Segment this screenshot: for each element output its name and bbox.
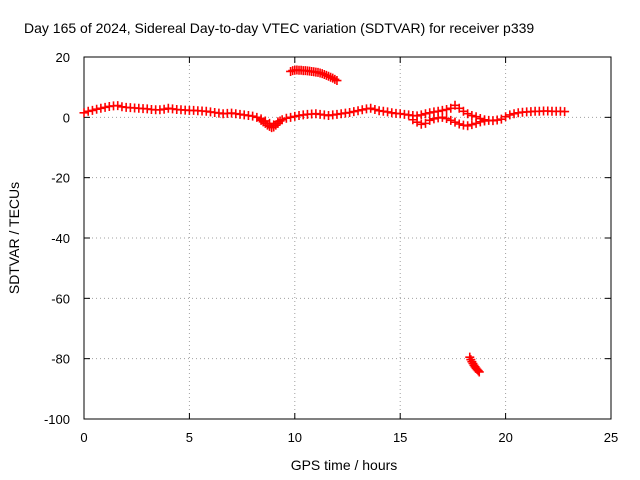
data-point	[450, 117, 460, 127]
data-point	[87, 105, 97, 115]
data-point	[442, 114, 452, 124]
data-point	[463, 109, 473, 119]
data-point	[330, 74, 340, 84]
data-point	[480, 116, 490, 126]
x-tick-label: 20	[498, 430, 512, 445]
data-point	[509, 109, 519, 119]
data-point	[345, 108, 355, 118]
x-tick-label: 10	[288, 430, 302, 445]
data-point	[290, 111, 300, 121]
data-point	[471, 118, 481, 128]
data-point	[326, 72, 336, 82]
data-point	[416, 110, 426, 120]
axis-ticks	[83, 56, 612, 420]
data-point	[92, 104, 102, 114]
data-point	[271, 120, 281, 130]
data-point	[412, 117, 422, 127]
chart-title: Day 165 of 2024, Sidereal Day-to-day VTE…	[24, 20, 534, 36]
data-point	[475, 117, 485, 127]
data-point	[321, 70, 331, 80]
data-point	[317, 69, 327, 79]
data-point	[357, 105, 367, 115]
x-axis-label: GPS time / hours	[291, 457, 398, 473]
data-point	[492, 115, 502, 125]
data-point	[474, 367, 484, 377]
data-point	[463, 121, 473, 131]
y-tick-label: -20	[51, 171, 70, 186]
data-point	[332, 76, 342, 86]
data-point	[425, 108, 435, 118]
data-point	[383, 107, 393, 117]
data-point	[501, 112, 511, 122]
y-tick-label: 20	[56, 50, 70, 65]
x-tick-labels: 0 5 10 15 20 25	[80, 430, 618, 445]
data-point	[281, 113, 291, 123]
y-tick-label: -40	[51, 231, 70, 246]
y-axis-label: SDTVAR / TECUs	[6, 182, 22, 294]
data-point	[420, 109, 430, 119]
data-point	[473, 366, 483, 376]
data-point	[100, 102, 110, 112]
data-point	[159, 104, 169, 114]
data-point	[286, 112, 296, 122]
data-point	[113, 101, 123, 111]
x-tick-label: 15	[393, 430, 407, 445]
data-point	[286, 66, 296, 76]
data-point	[416, 119, 426, 129]
data-point	[505, 110, 515, 120]
y-tick-label: -100	[44, 412, 70, 427]
data-point	[467, 111, 477, 121]
y-tick-label: -60	[51, 291, 70, 306]
data-point	[425, 115, 435, 125]
y-tick-label: 0	[63, 110, 70, 125]
data-points	[79, 65, 570, 377]
data-point	[442, 104, 452, 114]
x-tick-label: 25	[604, 430, 618, 445]
y-tick-label: -80	[51, 352, 70, 367]
data-point	[429, 114, 439, 124]
data-point	[353, 106, 363, 116]
data-point	[560, 107, 570, 117]
data-point	[319, 69, 329, 79]
data-point	[437, 112, 447, 122]
series-upper-arc	[286, 65, 342, 86]
data-point	[467, 120, 477, 130]
data-point	[96, 103, 106, 113]
y-tick-labels: -100 -80 -60 -40 -20 0 20	[44, 50, 70, 427]
data-point	[275, 116, 285, 126]
data-point	[79, 108, 89, 118]
data-point	[366, 103, 376, 113]
series-lower-outlier	[465, 352, 484, 377]
series-main-band	[79, 100, 570, 130]
data-point	[370, 104, 380, 114]
x-tick-label: 0	[80, 430, 87, 445]
data-point	[83, 106, 93, 116]
data-point	[446, 115, 456, 125]
data-point	[454, 119, 464, 129]
data-point	[248, 111, 258, 121]
data-point	[349, 107, 359, 117]
data-point	[466, 355, 476, 365]
series-lower-branch	[256, 112, 490, 133]
x-tick-label: 5	[186, 430, 193, 445]
data-point	[324, 71, 334, 81]
